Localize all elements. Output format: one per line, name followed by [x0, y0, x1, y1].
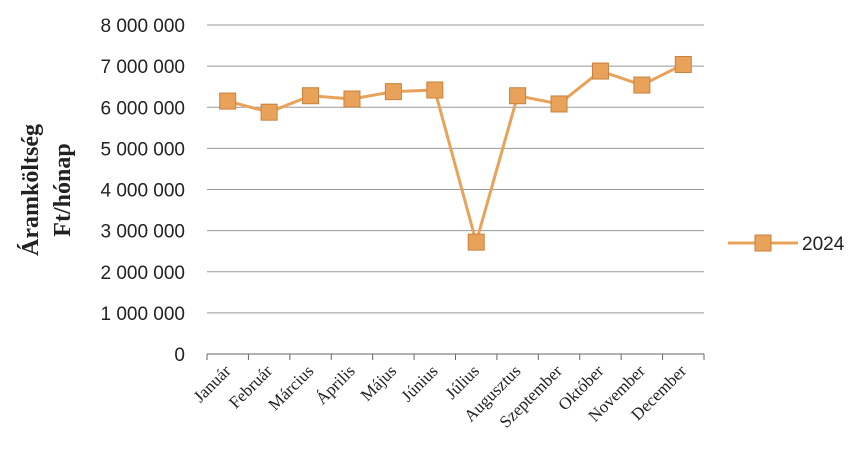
grid-lines — [207, 24, 704, 314]
legend-marker-swatch — [754, 234, 772, 252]
y-axis-label-line1: Áramköltség — [18, 124, 44, 256]
y-tick-label: 1 000 000 — [100, 304, 185, 325]
legend: 2024 — [728, 234, 845, 255]
series-line — [227, 63, 684, 244]
data-point — [591, 62, 609, 80]
data-point — [633, 76, 651, 94]
data-point — [260, 103, 278, 121]
data-point — [219, 92, 237, 110]
data-point — [384, 83, 402, 101]
legend-label-2024: 2024 — [802, 234, 845, 255]
y-tick-label: 0 — [174, 345, 185, 366]
y-tick-label: 5 000 000 — [100, 139, 185, 160]
x-tick-label: Május — [357, 361, 400, 404]
data-point — [426, 81, 444, 99]
x-tick-label: Március — [265, 361, 318, 414]
data-point — [550, 95, 568, 113]
y-tick-label: 8 000 000 — [100, 16, 185, 37]
y-tick-label: 6 000 000 — [100, 98, 185, 119]
y-axis-label-line2: Ft/hónap — [50, 143, 76, 236]
y-tick-label: 2 000 000 — [100, 263, 185, 284]
data-point — [343, 90, 361, 108]
data-point — [509, 87, 527, 105]
data-point — [302, 87, 320, 105]
y-tick-label: 3 000 000 — [100, 222, 185, 243]
data-point — [674, 55, 692, 73]
series-2024 — [219, 55, 692, 251]
y-tick-label: 4 000 000 — [100, 181, 185, 202]
y-tick-label: 7 000 000 — [100, 57, 185, 78]
y-axis-label: Áramköltség Ft/hónap — [18, 124, 76, 256]
x-axis — [206, 353, 705, 360]
x-tick-label: Április — [312, 361, 359, 408]
y-axis-ticks: 0 1 000 000 2 000 000 3 000 000 4 000 000 5 0… — [100, 16, 185, 366]
x-tick-label: Június — [397, 361, 441, 405]
data-point — [467, 233, 485, 251]
